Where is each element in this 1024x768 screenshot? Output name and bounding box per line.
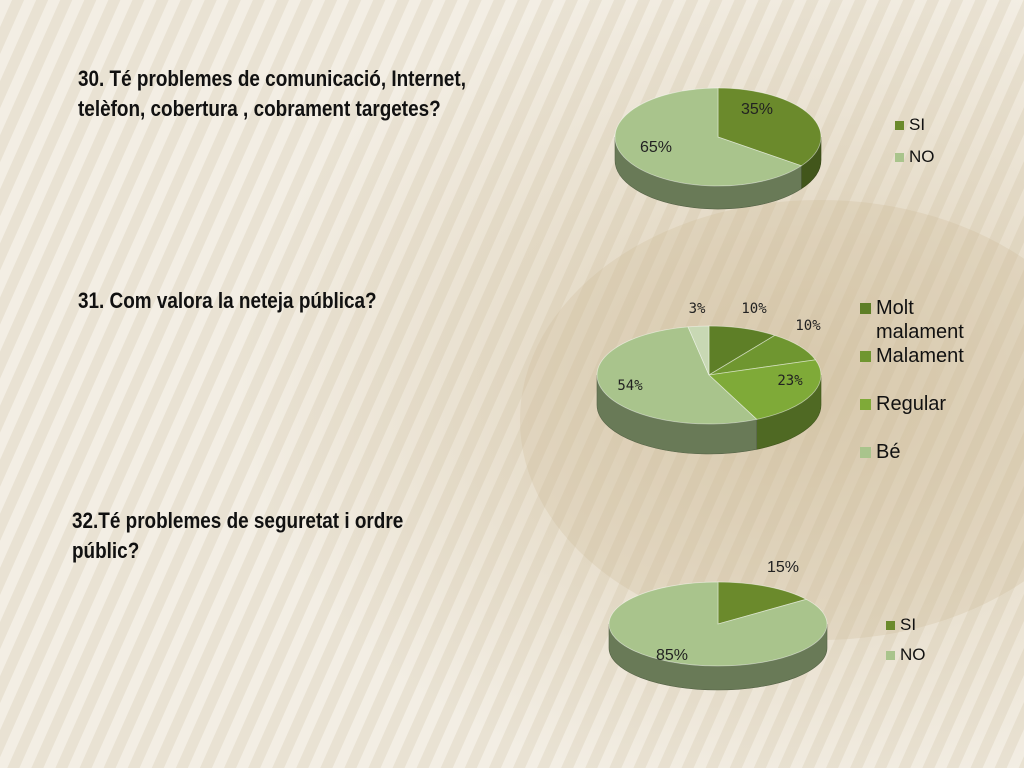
pie-2-data-label: 10% [741,301,767,317]
pie-2-data-label: 10% [795,318,821,334]
pie-1-data-label: 35% [741,101,773,118]
legend-label: SI [909,115,925,134]
legend-swatch [895,153,904,162]
pie-2-data-label: 3% [689,301,706,317]
question-32-line-1: 32.Té problemes de seguretat i ordre [72,508,404,533]
legend-swatch [860,303,871,314]
pie-2-data-label: 23% [777,373,803,389]
legend-label: NO [900,645,926,664]
pie-3-data-label: 85% [656,647,688,664]
question-30-line-1: 30. Té problemes de comunicació, Interne… [78,66,466,91]
pie-2-slice-3 [708,359,822,420]
pie-chart-3: 15% 85% SI NO [608,559,926,691]
question-31-title: 31. Com valora la neteja pública? [78,286,377,316]
pie-2-slice-4 [596,326,758,425]
pie-chart-1: 35% 65% SI NO [614,87,935,210]
legend-swatch [860,399,871,410]
pie-3-data-label: 15% [767,559,799,576]
legend-swatch [895,121,904,130]
legend-swatch [860,447,871,458]
legend-label: NO [909,147,935,166]
pie-2-slice-5 [687,325,710,376]
pie-2-data-label: 54% [617,378,643,394]
pie-1-data-label: 65% [640,139,672,156]
pie-3-legend: SI NO [886,615,926,664]
pie-3-slice-2 [608,581,828,667]
legend-label: Bé [876,441,900,463]
legend-label: SI [900,615,916,634]
pie-1-slice-2 [614,87,803,187]
question-32-line-2: públic? [72,538,140,563]
question-32-title: 32.Té problemes de seguretat i ordre púb… [72,506,403,566]
question-30-title: 30. Té problemes de comunicació, Interne… [78,64,466,124]
legend-swatch [886,621,895,630]
legend-label: Regular [876,393,946,415]
pie-3-slice-1 [717,581,808,625]
pie-1-slice-1 [717,87,822,167]
pie-1-legend: SI NO [895,115,935,166]
legend-swatch [886,651,895,660]
question-30-line-2: telèfon, cobertura , cobrament targetes? [78,96,441,121]
question-31-line-1: 31. Com valora la neteja pública? [78,288,377,313]
legend-label: Molt [876,297,914,319]
legend-label: Malament [876,345,964,367]
legend-label: malament [876,321,964,343]
legend-swatch [860,351,871,362]
